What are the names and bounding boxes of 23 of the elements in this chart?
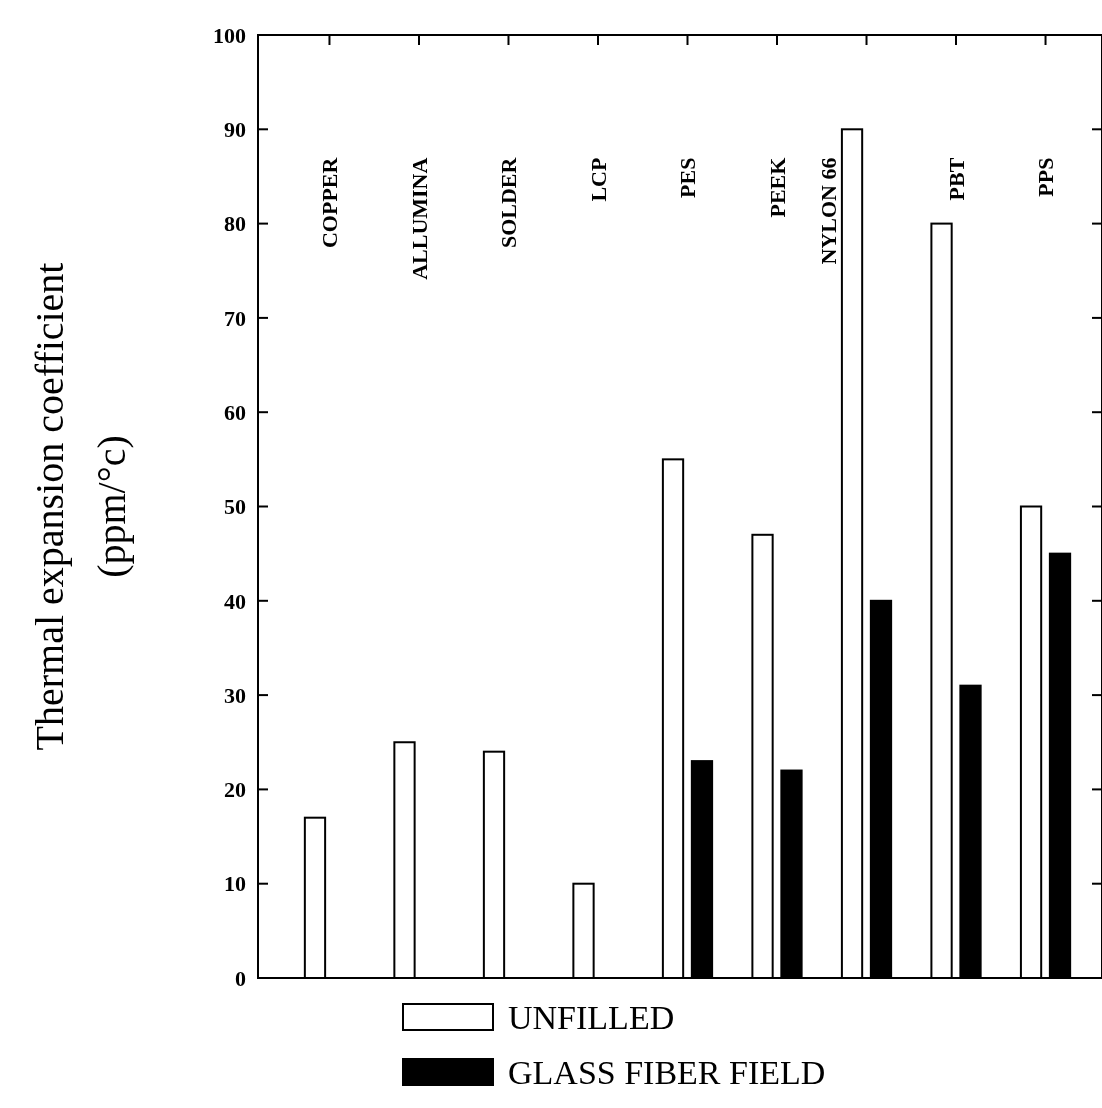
y-tick-label: 20	[224, 777, 246, 803]
x-tick-label: COPPER	[317, 156, 343, 249]
x-tick-label: PES	[675, 157, 701, 198]
y-tick-label: 10	[224, 871, 246, 897]
legend-label: UNFILLED	[508, 998, 675, 1036]
y-tick-label: 80	[224, 211, 246, 237]
x-tick-label: NYLON 66	[815, 157, 841, 265]
y-tick-label: 70	[224, 305, 246, 331]
x-tick-label: LCP	[585, 157, 611, 202]
y-tick-label: 40	[224, 588, 246, 614]
y-tick-label: 50	[224, 494, 246, 520]
x-tick-label: ALLUMINA	[406, 157, 432, 280]
x-tick-label: PBT	[943, 157, 969, 201]
y-axis-title: Thermal expansion coefficient (ppm/°c)	[27, 262, 134, 751]
y-tick-label: 60	[224, 399, 246, 425]
x-tick-label: SOLDER	[496, 156, 522, 249]
legend-label: GLASS FIBER FIELD	[508, 1053, 826, 1091]
y-tick-label: 90	[224, 117, 246, 142]
x-tick-label: PPS	[1033, 157, 1059, 197]
y-tick-label: 100	[213, 22, 246, 48]
y-tick-label: 30	[224, 682, 246, 708]
y-tick-label: 0	[235, 965, 246, 991]
x-tick-label: PEEK	[764, 157, 790, 218]
